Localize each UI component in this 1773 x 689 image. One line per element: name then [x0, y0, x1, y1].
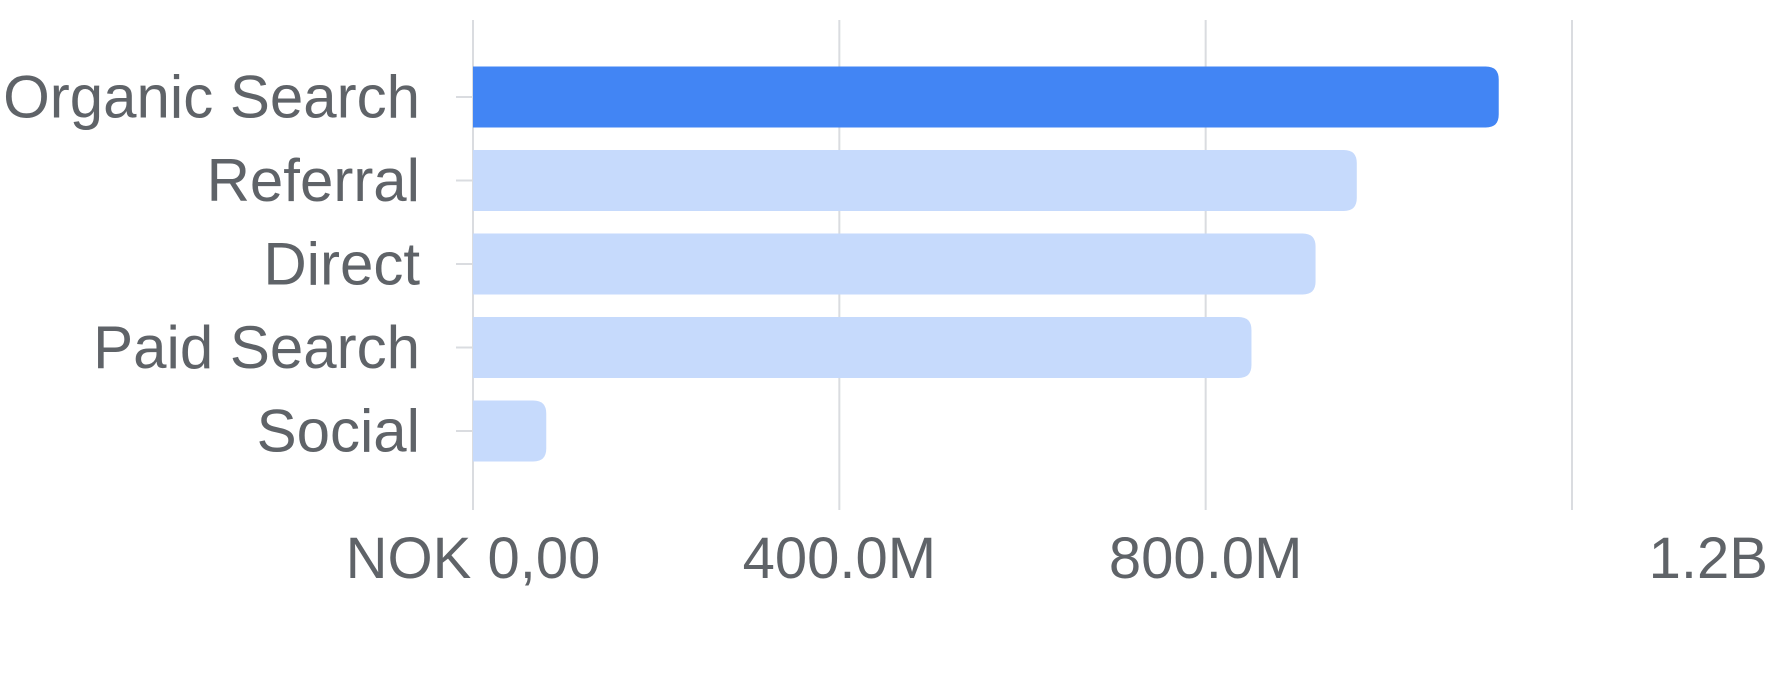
category-labels: Organic Search Referral Direct Paid Search S… [3, 64, 420, 465]
bar-direct [473, 233, 1316, 295]
bar-referral [473, 150, 1357, 211]
category-label-social: Social [257, 398, 420, 465]
bar-social [473, 400, 547, 462]
bar-organic-search [473, 66, 1499, 128]
x-tick-label-2: 800.0M [1109, 526, 1302, 591]
x-tick-label-0: NOK 0,00 [346, 526, 601, 591]
bars [473, 66, 1499, 462]
bar-paid-search [473, 317, 1252, 378]
category-label-paid-search: Paid Search [93, 314, 420, 381]
category-label-organic-search: Organic Search [3, 64, 420, 131]
category-label-referral: Referral [207, 147, 420, 214]
x-tick-label-1: 400.0M [743, 526, 936, 591]
category-label-direct: Direct [263, 231, 420, 298]
x-tick-label-3: 1.2B [1649, 526, 1768, 591]
x-axis-tick-labels: NOK 0,00 400.0M 800.0M 1.2B [346, 526, 1768, 591]
